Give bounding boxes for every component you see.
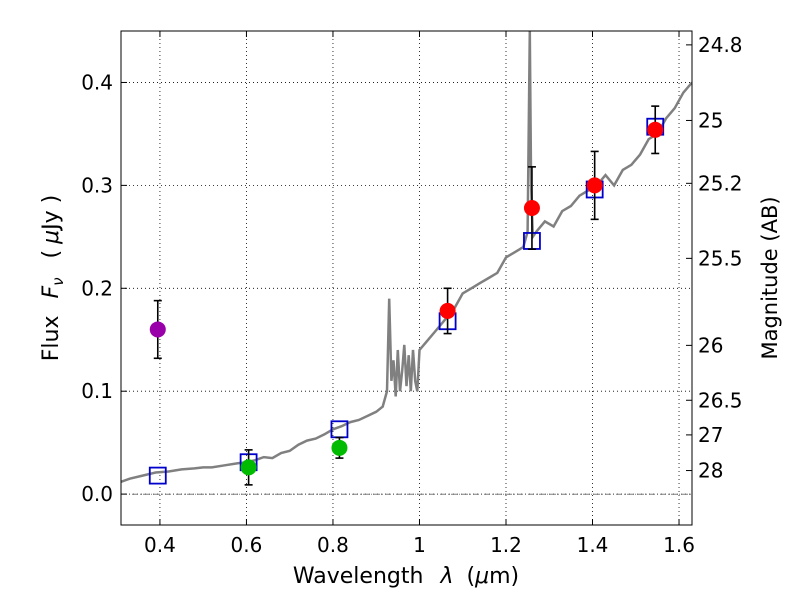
- y2-tick-label: 25: [698, 108, 723, 132]
- y2-tick-label: 27: [698, 423, 723, 447]
- x-tick-label: 0.8: [317, 533, 349, 557]
- data-point-circle: [331, 439, 348, 456]
- y2-tick-label: 24.8: [698, 33, 743, 57]
- data-point-circle: [647, 121, 664, 138]
- y-tick-label: 0.0: [81, 482, 113, 506]
- y2-tick-label: 28: [698, 459, 723, 483]
- y-axis-label: Flux Fν ( μJy ): [39, 195, 69, 361]
- y2-tick-label: 25.2: [698, 171, 743, 195]
- y-tick-label: 0.1: [81, 379, 113, 403]
- grid-lines: [121, 31, 692, 525]
- x-tick-label: 1.4: [577, 533, 609, 557]
- y-tick-label: 0.4: [81, 70, 113, 94]
- data-point-circle: [523, 200, 540, 217]
- x-axis-label-text: Wavelength: [293, 564, 424, 589]
- model-point-square: [148, 466, 167, 485]
- y-tick-label: 0.2: [81, 276, 113, 300]
- x-axis-unit-rest: m): [489, 564, 519, 589]
- data-point-circle: [586, 177, 603, 194]
- x-axis-unit-mu: μ: [474, 564, 489, 589]
- y-axis-symbol-f: F: [39, 286, 64, 299]
- y-axis-unit-mu: μ: [39, 230, 64, 245]
- y2-tick-label: 26: [698, 333, 723, 357]
- data-marks: [148, 105, 665, 486]
- x-axis-symbol: λ: [439, 564, 453, 589]
- x-tick-label: 1.6: [663, 533, 695, 557]
- x-tick-label: 1: [413, 533, 426, 557]
- y-axis-label-text: Flux: [39, 316, 64, 362]
- x-axis-label: Wavelength λ (μm): [293, 564, 519, 589]
- x-axis-unit-open: (: [466, 564, 475, 589]
- y2-axis-label: Magnitude (AB): [758, 196, 782, 359]
- y-axis-unit-open: (: [39, 250, 64, 259]
- y-tick-label: 0.3: [81, 173, 113, 197]
- axis-ticks: 0.4 0.6 0.8 1 1.2 1.4 1.6 0.0 0.1 0.2 0.3 0.4 24.8 25…: [81, 31, 743, 557]
- data-point-circle: [439, 302, 456, 319]
- x-tick-label: 1.2: [490, 533, 522, 557]
- y2-tick-label: 26.5: [698, 388, 743, 412]
- data-point-circle: [240, 459, 257, 476]
- plot-frame: [120, 30, 693, 526]
- x-tick-label: 0.4: [144, 533, 176, 557]
- y2-tick-label: 25.5: [698, 246, 743, 270]
- data-point-circle: [149, 321, 166, 338]
- template-spectrum-line: [121, 31, 692, 483]
- y-axis-unit-rest: Jy ): [39, 195, 64, 232]
- x-tick-label: 0.6: [231, 533, 263, 557]
- y-axis-symbol-sub: ν: [49, 277, 67, 285]
- template-layer: [121, 31, 692, 483]
